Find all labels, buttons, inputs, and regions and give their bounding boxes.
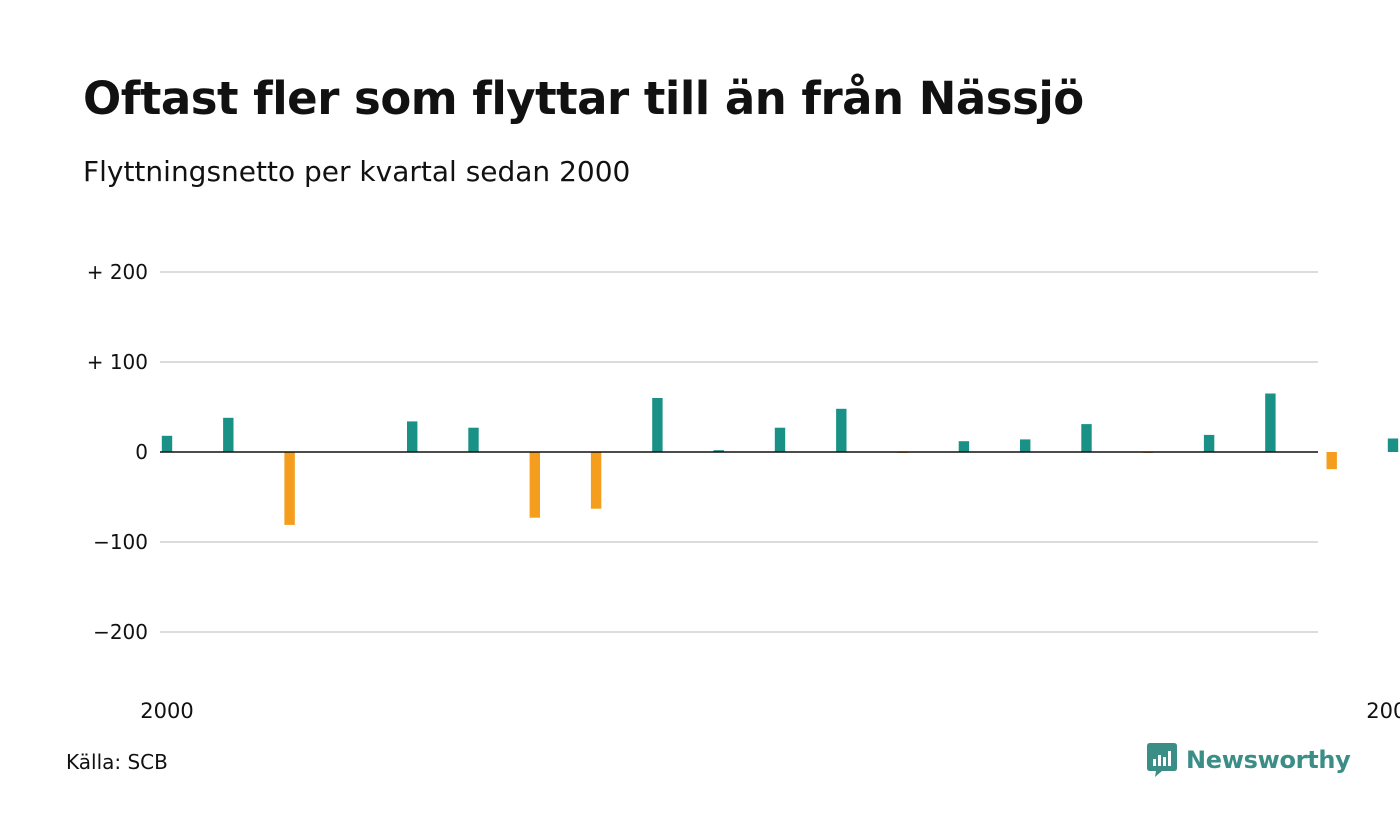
- y-tick-label: −100: [93, 530, 148, 554]
- bar: [407, 421, 418, 452]
- bar: [836, 408, 847, 452]
- bar: [1020, 439, 1031, 452]
- bar: [1265, 393, 1276, 452]
- y-tick-label: + 100: [87, 350, 148, 374]
- bar: [223, 417, 234, 452]
- bars: [161, 393, 1399, 525]
- bar: [774, 427, 786, 452]
- bar: [1203, 434, 1215, 452]
- y-tick-label: + 200: [87, 260, 148, 284]
- chart-subtitle: Flyttningsnetto per kvartal sedan 2000: [83, 155, 631, 188]
- y-tick-label: −200: [93, 620, 148, 644]
- y-axis-labels: + 200 + 100 0 −100 −200: [87, 260, 148, 644]
- gridlines: [160, 271, 1318, 633]
- x-tick-label: 2000: [140, 699, 193, 723]
- x-tick-label: 2005: [1366, 699, 1400, 723]
- bar: [713, 450, 724, 452]
- y-tick-label: 0: [135, 440, 148, 464]
- source-note: Källa: SCB: [66, 750, 168, 774]
- bar: [529, 452, 540, 518]
- bar: [590, 452, 602, 509]
- newsworthy-logo-icon: [1147, 743, 1177, 777]
- bar: [652, 398, 663, 452]
- bar: [1326, 452, 1337, 470]
- brand-name: Newsworthy: [1186, 746, 1351, 774]
- bar: [1081, 424, 1092, 452]
- bar: [958, 441, 970, 452]
- x-axis-labels: 20002005201020152020: [140, 699, 1400, 723]
- chart-title: Oftast fler som flyttar till än från Näs…: [83, 72, 1084, 125]
- bar: [161, 435, 173, 452]
- bar: [1387, 438, 1399, 452]
- bar: [468, 427, 479, 452]
- brand: Newsworthy: [1146, 742, 1351, 778]
- bar: [284, 452, 295, 525]
